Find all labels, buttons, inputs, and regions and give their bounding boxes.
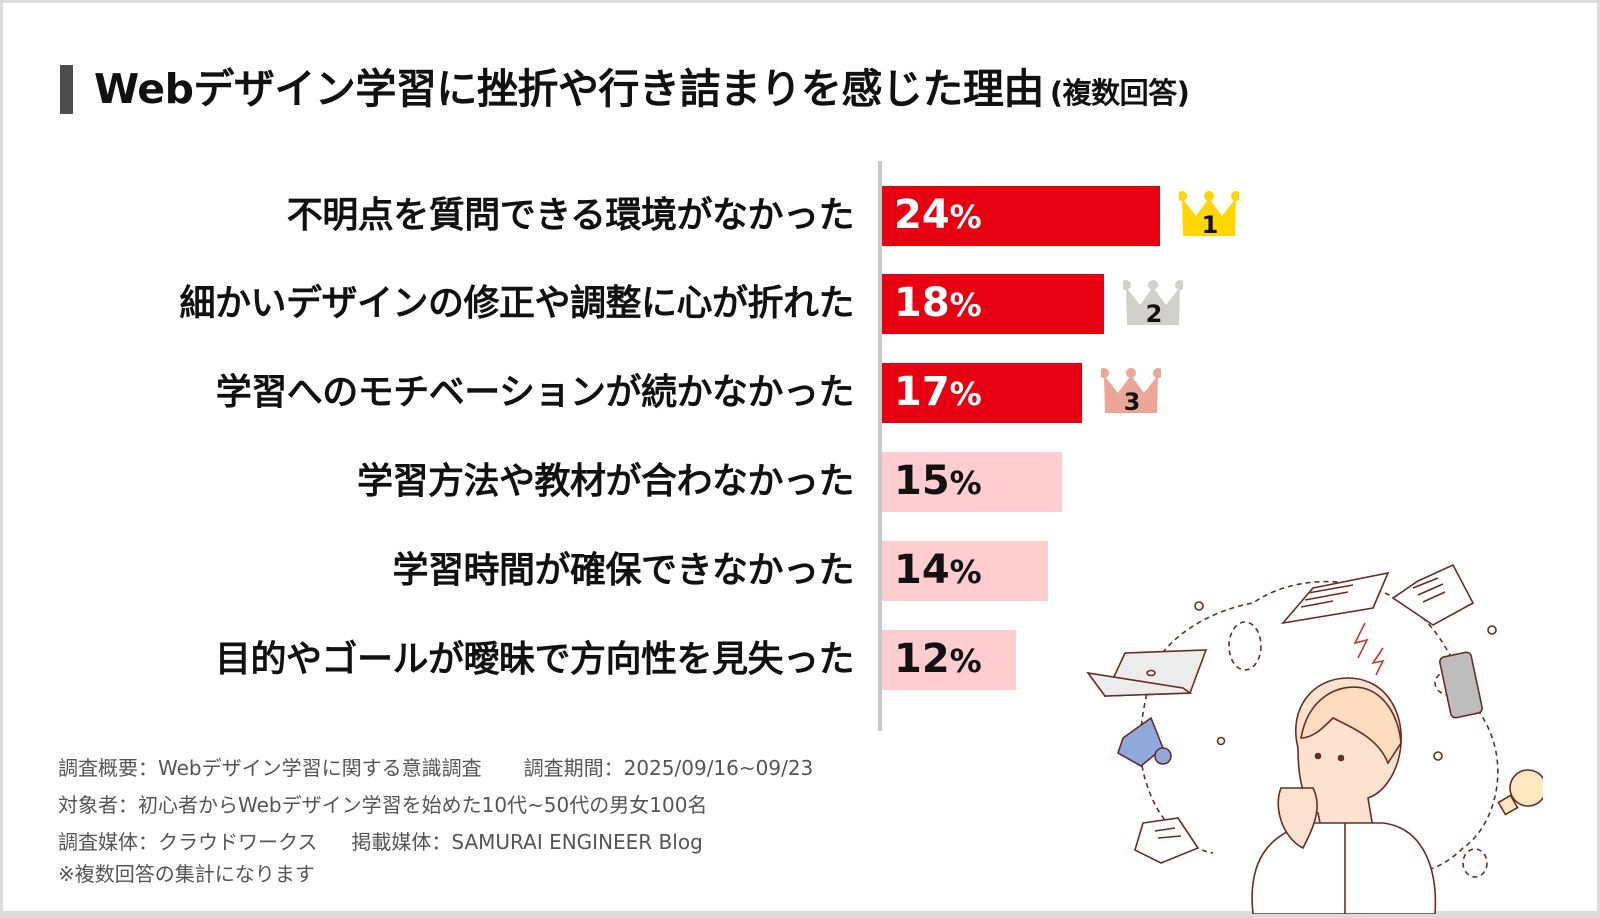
slide: Webデザイン学習に挫折や行き詰まりを感じた理由 (複数回答) 不明点を質問できる… bbox=[3, 3, 1597, 915]
bar-value: 17% bbox=[894, 369, 982, 415]
footer-line-3: 調査媒体：クラウドワークス 掲載媒体：SAMURAI ENGINEER Blog bbox=[58, 829, 703, 855]
paper-icon bbox=[1134, 817, 1200, 864]
crown-silver-icon: 2 bbox=[1123, 279, 1183, 329]
title-main: Webデザイン学習に挫折や行き詰まりを感じた理由 bbox=[94, 65, 1044, 113]
bar: 12% bbox=[882, 630, 1016, 690]
crown-bronze-icon: 3 bbox=[1101, 367, 1161, 417]
bar-label: 学習時間が確保できなかった bbox=[392, 550, 854, 591]
bar-value: 18% bbox=[894, 280, 982, 326]
mug-icon bbox=[1117, 716, 1172, 767]
laptop-icon bbox=[1086, 649, 1208, 697]
bar-rank-2: 18% bbox=[882, 274, 1104, 334]
bar-rank-3: 17% bbox=[882, 363, 1082, 423]
bar: 14% bbox=[882, 541, 1048, 601]
bar-label: 細かいデザインの修正や調整に心が折れた bbox=[179, 283, 854, 324]
survey-summary: 調査概要：Webデザイン学習に関する意識調査 bbox=[58, 756, 482, 780]
person-icon bbox=[1251, 677, 1437, 915]
survey-period: 調査期間：2025/09/16~09/23 bbox=[523, 756, 814, 780]
bar-value: 14% bbox=[894, 547, 982, 593]
title-marker bbox=[60, 65, 73, 114]
survey-target: 対象者：初心者からWebデザイン学習を始めた10代~50代の男女100名 bbox=[58, 793, 708, 817]
survey-media: 調査媒体：クラウドワークス bbox=[58, 830, 318, 854]
crown-gold-icon: 1 bbox=[1179, 190, 1239, 240]
svg-text:3: 3 bbox=[1124, 388, 1141, 416]
publication-media: 掲載媒体：SAMURAI ENGINEER Blog bbox=[351, 830, 703, 854]
notebook-icon bbox=[1280, 571, 1390, 625]
lightbulb-icon bbox=[1497, 769, 1547, 816]
phone-icon bbox=[1439, 651, 1483, 719]
svg-text:1: 1 bbox=[1202, 211, 1219, 239]
lightning-icon bbox=[1353, 622, 1385, 676]
chart-axis bbox=[878, 161, 882, 731]
footer-note: ※複数回答の集計になります bbox=[58, 862, 315, 886]
bar-value: 15% bbox=[894, 458, 982, 504]
svg-text:2: 2 bbox=[1146, 300, 1163, 328]
bar-label: 不明点を質問できる環境がなかった bbox=[286, 195, 855, 236]
bar-label: 学習方法や教材が合わなかった bbox=[356, 461, 855, 502]
bar: 15% bbox=[882, 452, 1062, 512]
bar-value: 24% bbox=[894, 192, 982, 238]
footer-line-1: 調査概要：Webデザイン学習に関する意識調査 調査期間：2025/09/16~09… bbox=[58, 755, 813, 781]
bar-value: 12% bbox=[894, 636, 982, 682]
bar-label: 目的やゴールが曖昧で方向性を見失った bbox=[214, 639, 855, 680]
chart-title: Webデザイン学習に挫折や行き詰まりを感じた理由 (複数回答) bbox=[94, 59, 1190, 119]
bar-label: 学習へのモチベーションが続かなかった bbox=[215, 372, 855, 413]
footer-line-2: 対象者：初心者からWebデザイン学習を始めた10代~50代の男女100名 bbox=[58, 792, 707, 818]
bar-rank-1: 24% bbox=[882, 186, 1160, 246]
frustrated-person-illustration bbox=[1083, 548, 1547, 915]
title-sub: (複数回答) bbox=[1049, 76, 1190, 110]
paper-icon bbox=[1391, 563, 1475, 626]
